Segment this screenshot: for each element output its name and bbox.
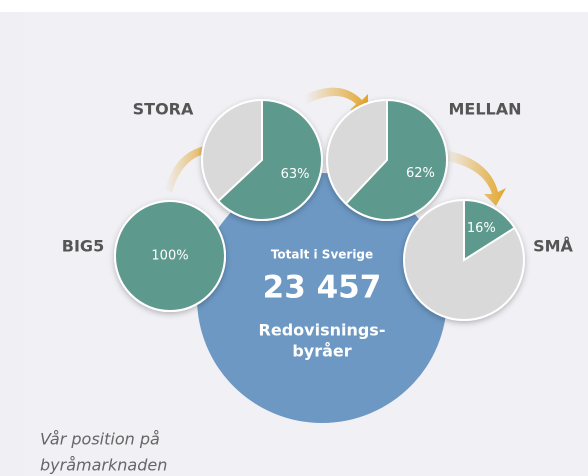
value-label: 62% [406, 166, 435, 181]
value-label: 16% [467, 221, 496, 236]
value-label: 100% [151, 249, 188, 264]
center-subtitle: Totalt i Sverige [271, 248, 373, 262]
caption: Vår position på [40, 430, 160, 449]
center-label: Redovisnings- [259, 321, 386, 340]
value-label: 63% [281, 167, 310, 182]
pie-title: BIG5 [62, 237, 104, 256]
pie-slice [463, 198, 517, 262]
center-label: byråer [292, 342, 351, 361]
pie-slice [344, 98, 448, 221]
pie-title: MELLAN [448, 100, 521, 119]
top-bar [0, 0, 588, 12]
caption: byråmarknaden [40, 456, 167, 475]
arrow [305, 87, 368, 114]
pie-slice [216, 98, 323, 221]
pie-title: SMÅ [533, 237, 573, 256]
pie-slice [114, 200, 226, 312]
arrow [444, 150, 506, 206]
total-bubble [197, 173, 447, 423]
center-total: 23 457 [263, 270, 382, 306]
pie-title: STORA [133, 100, 194, 119]
